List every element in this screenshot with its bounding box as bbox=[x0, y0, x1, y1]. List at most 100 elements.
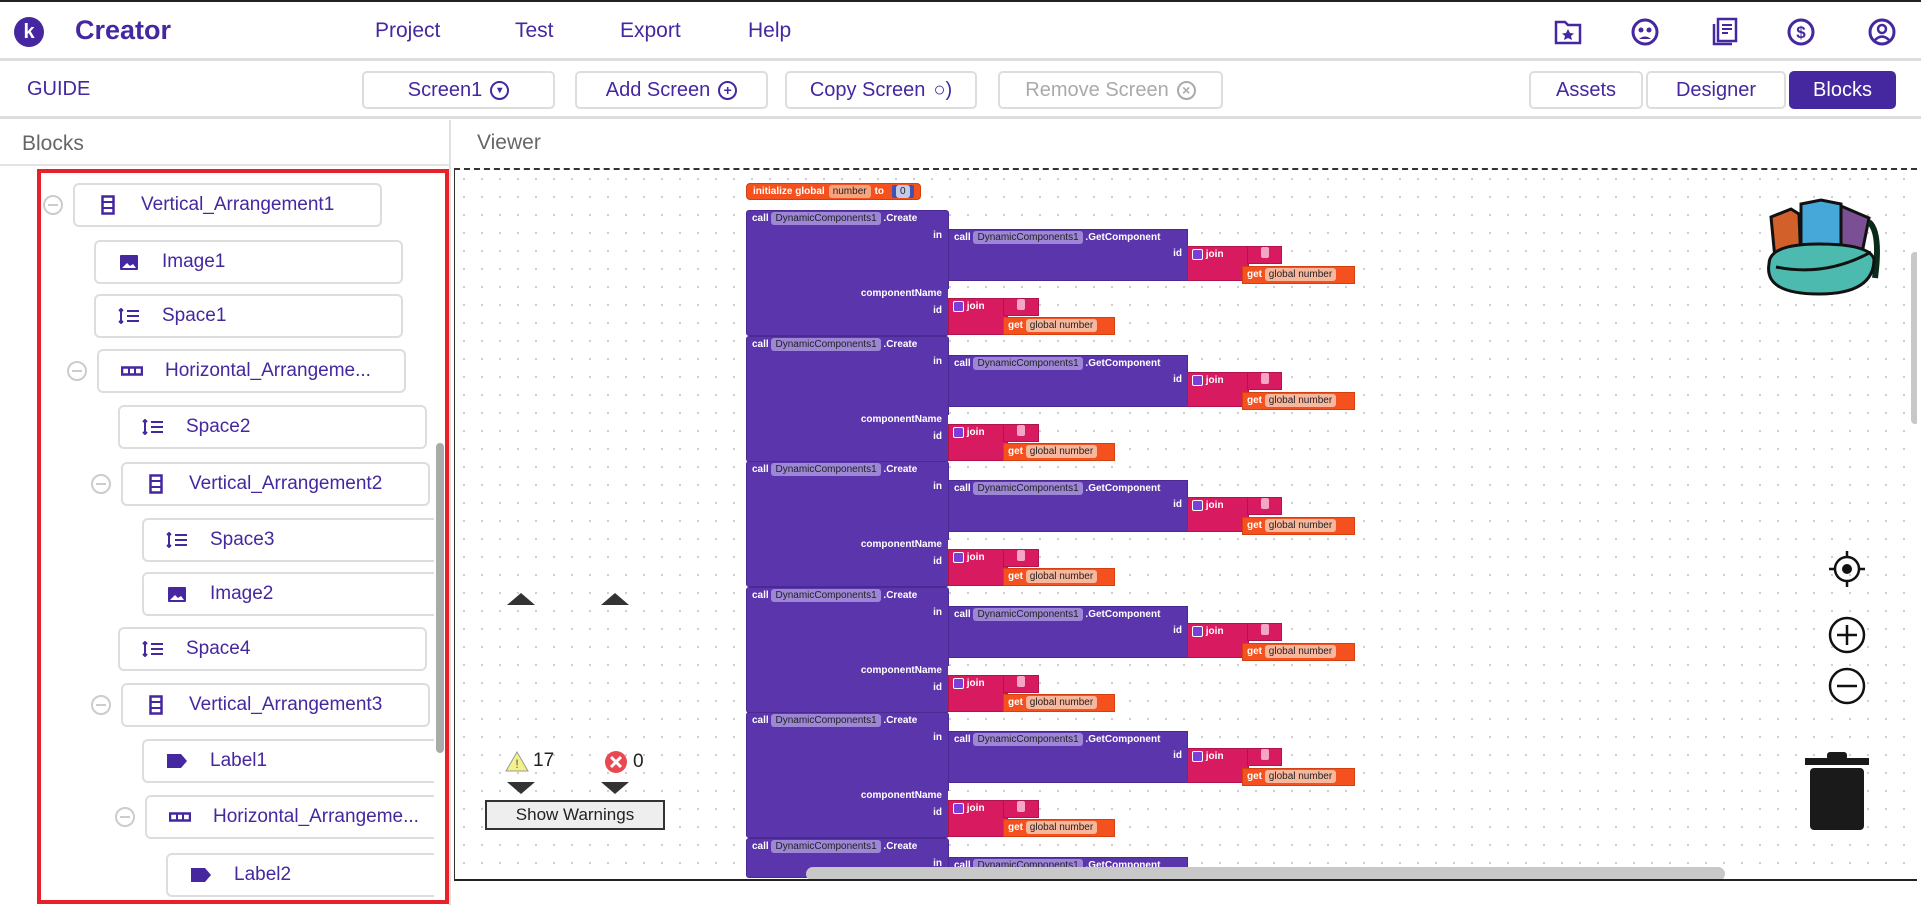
tree-item[interactable]: Image2 bbox=[142, 572, 434, 616]
tree-item[interactable]: Space4 bbox=[118, 627, 427, 671]
pricing-icon[interactable]: $ bbox=[1785, 16, 1817, 48]
init-global-block[interactable]: initialize global number to 0 bbox=[746, 183, 921, 200]
number-value[interactable]: 0 bbox=[896, 185, 910, 198]
blocks-workspace[interactable]: initialize global number to 0 call Dynam… bbox=[454, 168, 1917, 881]
logo[interactable]: k bbox=[14, 17, 44, 47]
join-block[interactable]: join bbox=[948, 298, 1008, 335]
component-dropdown[interactable]: DynamicComponents1 bbox=[771, 588, 881, 602]
tree-item[interactable]: Horizontal_Arrangeme... bbox=[97, 349, 406, 393]
text-block[interactable] bbox=[1003, 549, 1039, 567]
empty-string[interactable] bbox=[1017, 801, 1025, 812]
component-dropdown[interactable]: DynamicComponents1 bbox=[771, 714, 881, 727]
component-dropdown[interactable]: DynamicComponents1 bbox=[973, 231, 1083, 244]
tab-assets[interactable]: Assets bbox=[1529, 71, 1643, 109]
empty-string[interactable] bbox=[1260, 372, 1269, 384]
text-block[interactable] bbox=[1247, 748, 1282, 766]
gear-icon[interactable] bbox=[1192, 249, 1203, 260]
empty-string[interactable] bbox=[1260, 623, 1269, 635]
tree-item[interactable]: Space2 bbox=[118, 405, 427, 449]
menu-test[interactable]: Test bbox=[515, 19, 554, 42]
component-dropdown[interactable]: DynamicComponents1 bbox=[973, 733, 1083, 746]
get-variable-block[interactable]: get global number bbox=[1003, 442, 1115, 461]
remove-screen-button[interactable]: Remove Screen × bbox=[998, 71, 1223, 109]
empty-socket[interactable] bbox=[948, 791, 953, 800]
text-block[interactable] bbox=[1247, 497, 1282, 515]
tree-item[interactable]: Label2 bbox=[166, 853, 434, 897]
warnings-next-button[interactable] bbox=[507, 782, 535, 794]
text-block[interactable] bbox=[1003, 674, 1039, 693]
get-variable-block[interactable]: get global number bbox=[1242, 517, 1355, 535]
text-block[interactable] bbox=[1003, 800, 1039, 818]
tree-item[interactable]: Space3 bbox=[142, 518, 434, 562]
gear-icon[interactable] bbox=[953, 552, 964, 563]
get-variable-block[interactable]: get global number bbox=[1003, 819, 1115, 837]
text-block[interactable] bbox=[1247, 246, 1282, 264]
join-block[interactable]: join bbox=[948, 674, 1008, 712]
component-dropdown[interactable]: DynamicComponents1 bbox=[771, 337, 881, 351]
folder-star-icon[interactable] bbox=[1552, 16, 1584, 48]
empty-string[interactable] bbox=[1260, 749, 1269, 760]
join-block[interactable]: join bbox=[948, 800, 1008, 837]
empty-socket[interactable] bbox=[948, 414, 953, 424]
tree-item[interactable]: Image1 bbox=[94, 240, 403, 284]
variable-dropdown[interactable]: global number bbox=[1264, 644, 1337, 658]
empty-string[interactable] bbox=[1017, 550, 1025, 561]
variable-dropdown[interactable]: global number bbox=[1264, 770, 1337, 783]
add-screen-button[interactable]: Add Screen + bbox=[575, 71, 768, 109]
empty-string[interactable] bbox=[1017, 675, 1025, 687]
get-variable-block[interactable]: get global number bbox=[1242, 768, 1355, 786]
empty-socket[interactable] bbox=[948, 665, 953, 675]
get-variable-block[interactable]: get global number bbox=[1242, 642, 1355, 661]
component-dropdown[interactable]: DynamicComponents1 bbox=[973, 607, 1083, 621]
collapse-toggle[interactable] bbox=[91, 695, 111, 715]
gear-icon[interactable] bbox=[953, 426, 964, 438]
variable-dropdown[interactable]: global number bbox=[1025, 319, 1098, 332]
join-block[interactable]: join bbox=[1187, 622, 1249, 658]
join-block[interactable]: join bbox=[948, 423, 1008, 461]
panel-divider[interactable] bbox=[449, 120, 451, 905]
collapse-toggle[interactable] bbox=[91, 474, 111, 494]
errors-next-button[interactable] bbox=[601, 782, 629, 794]
var-name-field[interactable]: number bbox=[828, 185, 871, 198]
get-variable-block[interactable]: get global number bbox=[1003, 568, 1115, 586]
screen-select[interactable]: Screen1 ▾ bbox=[362, 71, 555, 109]
empty-string[interactable] bbox=[1017, 424, 1025, 436]
variable-dropdown[interactable]: global number bbox=[1025, 570, 1098, 583]
empty-string[interactable] bbox=[1260, 247, 1269, 258]
collapse-toggle[interactable] bbox=[115, 807, 135, 827]
gear-icon[interactable] bbox=[1192, 625, 1203, 637]
tree-scrollbar[interactable] bbox=[436, 443, 444, 753]
tree-item[interactable]: Vertical_Arrangement3 bbox=[121, 683, 430, 727]
variable-dropdown[interactable]: global number bbox=[1025, 695, 1098, 709]
text-block[interactable] bbox=[1247, 371, 1282, 390]
zoom-out-icon[interactable] bbox=[1827, 666, 1867, 706]
gear-icon[interactable] bbox=[953, 803, 964, 814]
tree-item[interactable]: Space1 bbox=[94, 294, 403, 338]
join-block[interactable]: join bbox=[1187, 371, 1249, 407]
gear-icon[interactable] bbox=[1192, 374, 1203, 386]
show-warnings-button[interactable]: Show Warnings bbox=[485, 800, 665, 830]
empty-socket[interactable] bbox=[948, 289, 953, 298]
gear-icon[interactable] bbox=[1192, 751, 1203, 762]
variable-dropdown[interactable]: global number bbox=[1264, 519, 1337, 532]
menu-help[interactable]: Help bbox=[748, 19, 792, 42]
tree-item[interactable]: Vertical_Arrangement2 bbox=[121, 462, 430, 506]
variable-dropdown[interactable]: global number bbox=[1025, 444, 1098, 458]
get-variable-block[interactable]: get global number bbox=[1003, 317, 1115, 335]
workspace-vertical-scrollbar[interactable] bbox=[1911, 252, 1917, 424]
empty-string[interactable] bbox=[1017, 299, 1025, 310]
workspace-horizontal-scrollbar[interactable] bbox=[806, 867, 1725, 879]
warnings-prev-button[interactable] bbox=[507, 593, 535, 605]
tree-item[interactable]: Horizontal_Arrangeme... bbox=[145, 795, 434, 839]
get-variable-block[interactable]: get global number bbox=[1003, 693, 1115, 712]
gear-icon[interactable] bbox=[1192, 500, 1203, 511]
tree-item[interactable]: Vertical_Arrangement1 bbox=[73, 183, 382, 227]
component-dropdown[interactable]: DynamicComponents1 bbox=[771, 839, 881, 853]
component-dropdown[interactable]: DynamicComponents1 bbox=[973, 482, 1083, 495]
text-block[interactable] bbox=[1247, 622, 1282, 641]
docs-icon[interactable] bbox=[1709, 16, 1741, 48]
backpack-icon[interactable] bbox=[1761, 192, 1887, 314]
component-dropdown[interactable]: DynamicComponents1 bbox=[771, 463, 881, 476]
get-variable-block[interactable]: get global number bbox=[1242, 266, 1355, 284]
collapse-toggle[interactable] bbox=[43, 195, 63, 215]
